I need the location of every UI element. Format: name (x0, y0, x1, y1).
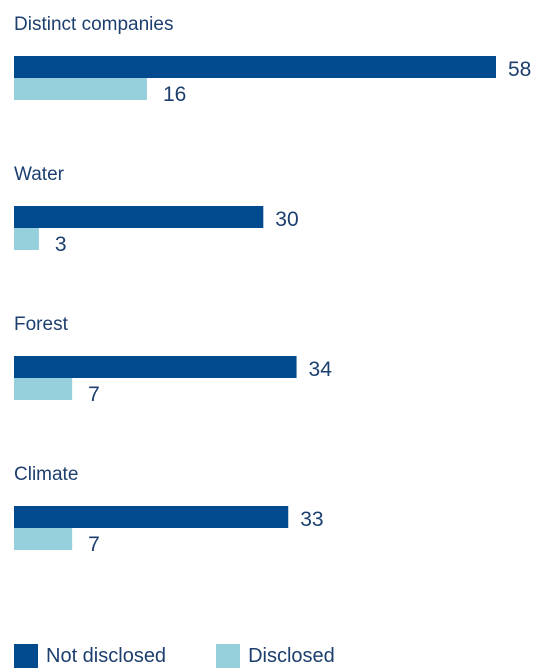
bar-climate-not-disclosed (14, 506, 289, 528)
bar-forest-disclosed (14, 378, 73, 400)
bar-distinct-companies-disclosed (14, 78, 147, 100)
legend-swatch-disclosed (216, 644, 241, 668)
bar-climate-disclosed (14, 528, 73, 550)
legend: Not disclosed Disclosed (14, 643, 385, 669)
value-label-water-disclosed: 3 (55, 233, 67, 256)
bar-distinct-companies-not-disclosed (14, 56, 496, 78)
value-label-climate-not-disclosed: 33 (300, 508, 323, 531)
legend-item-disclosed: Disclosed (216, 644, 335, 668)
legend-swatch-not-disclosed (14, 644, 38, 668)
legend-label-not-disclosed: Not disclosed (46, 644, 167, 667)
category-label-distinct-companies: Distinct companies (14, 14, 173, 35)
legend-label-disclosed: Disclosed (248, 644, 335, 667)
value-label-forest-disclosed: 7 (88, 383, 100, 406)
bar-water-disclosed (14, 228, 39, 250)
value-label-distinct-companies-not-disclosed: 58 (508, 58, 531, 81)
bar-forest-not-disclosed (14, 356, 297, 378)
value-label-water-not-disclosed: 30 (275, 208, 298, 231)
value-label-climate-disclosed: 7 (88, 533, 100, 556)
legend-item-not-disclosed: Not disclosed (14, 644, 166, 668)
value-label-forest-not-disclosed: 34 (309, 358, 333, 381)
category-label-water: Water (14, 164, 65, 185)
value-label-distinct-companies-disclosed: 16 (163, 83, 186, 106)
category-label-forest: Forest (14, 314, 69, 335)
category-label-climate: Climate (14, 464, 78, 485)
bar-water-not-disclosed (14, 206, 264, 228)
